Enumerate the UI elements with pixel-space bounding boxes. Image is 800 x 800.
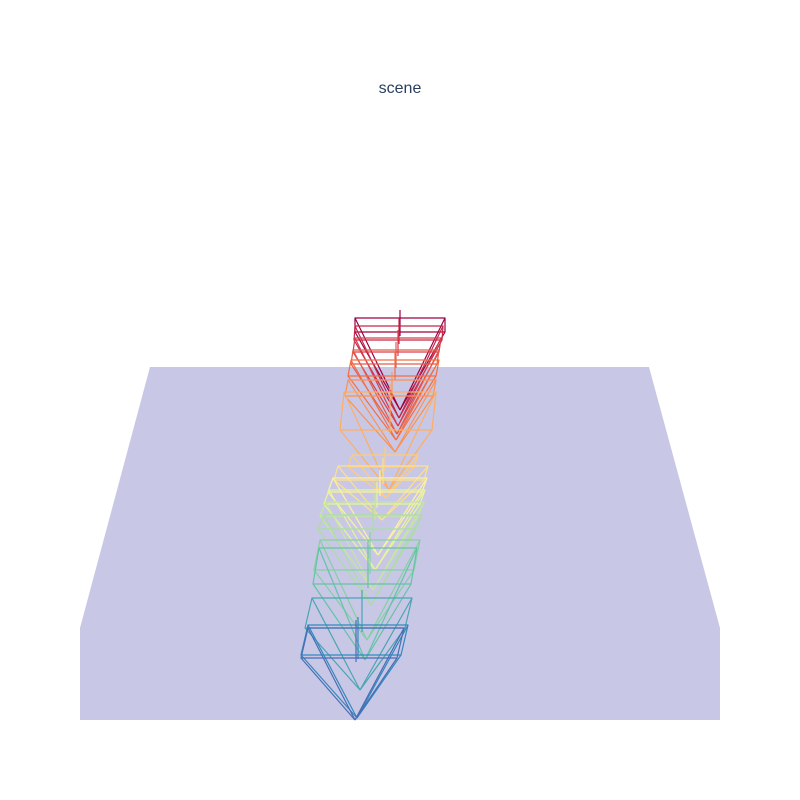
frustum-edge — [385, 454, 419, 499]
frustum-edge — [388, 391, 437, 491]
camera-frustum-5 — [347, 352, 440, 441]
frustum-edge — [372, 515, 419, 591]
frustum-edge — [311, 597, 361, 691]
frustum-edge — [350, 359, 397, 441]
frustum-edge — [343, 391, 390, 491]
camera-frustums — [300, 310, 446, 721]
frustum-edge — [304, 627, 361, 691]
frustum-edge — [307, 627, 356, 721]
frustum-edge — [385, 466, 415, 499]
frustum-edge — [395, 375, 437, 441]
frustum-edge — [370, 528, 417, 606]
frustum-edge — [366, 539, 421, 641]
frustum-edge — [333, 479, 383, 521]
frustum-edge — [364, 583, 412, 661]
frustum-edge — [307, 624, 358, 719]
frustum-edge — [328, 489, 376, 571]
frustum-edge — [319, 539, 368, 641]
frustum-edge — [374, 489, 426, 571]
frustum-edge — [359, 597, 413, 691]
frustum-edge — [397, 337, 442, 427]
frustum-edge — [356, 654, 402, 719]
frustum-edge — [364, 547, 418, 661]
frustum-edge — [319, 515, 374, 591]
frustum-edge — [300, 654, 358, 719]
frustum-edge — [323, 514, 372, 606]
frustum-edge — [381, 479, 425, 521]
frustum-edge — [395, 359, 440, 441]
frustum-edge — [353, 339, 400, 419]
camera-frustum-16 — [304, 590, 413, 691]
frustum-edge — [347, 375, 397, 441]
camera-frustum-2 — [353, 318, 444, 419]
frustum-edge — [359, 627, 406, 691]
frustum-edge — [394, 395, 434, 453]
frustum-edge — [344, 395, 396, 453]
frustum-edge — [398, 325, 444, 419]
frustum-edge — [354, 337, 399, 427]
frustum-edge — [354, 325, 400, 419]
frustum-edge — [381, 465, 429, 521]
frustum-edge — [356, 624, 409, 719]
scene-title: scene — [379, 80, 422, 97]
camera-frustum-13 — [317, 507, 423, 606]
camera-frustum-7 — [339, 384, 437, 491]
camera-frustum-15 — [312, 540, 418, 661]
frustum-edge — [354, 627, 405, 721]
frustum-edge — [354, 657, 398, 721]
frustum-edge — [325, 501, 374, 591]
frustum-edge — [300, 657, 356, 721]
frustum-edge — [318, 547, 366, 661]
camera-frustum-17 — [300, 617, 409, 719]
camera-frustum-18 — [300, 620, 405, 721]
camera-frustum-9 — [333, 458, 429, 521]
camera-frustum-12 — [319, 494, 425, 591]
